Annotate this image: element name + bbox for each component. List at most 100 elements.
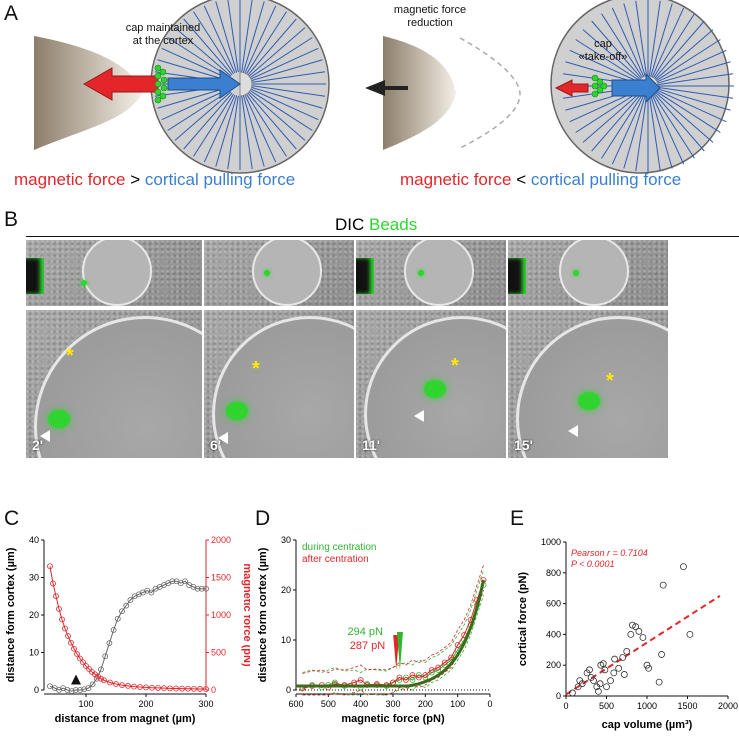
bead-cap: [226, 402, 248, 420]
x-tick-label: 500: [599, 701, 614, 711]
data-point: [50, 580, 56, 587]
magnet-force-arrow-right: [554, 79, 589, 97]
data-point: [62, 625, 68, 632]
data-point: [435, 664, 442, 671]
microtubule: [657, 61, 731, 84]
microtubule: [203, 5, 236, 74]
data-point: [86, 666, 92, 672]
caption-magnetic-reduction: magnetic force reduction: [393, 4, 467, 29]
microtubule: [648, 95, 661, 172]
magnet-beads-cluster: [508, 258, 526, 294]
dic-zoom-frame: * 11': [356, 310, 506, 458]
data-point: [148, 589, 155, 596]
dic-zoom-frame: * 2': [26, 310, 202, 458]
x-tick-label: 200: [418, 699, 433, 709]
microtubule: [244, 5, 277, 74]
microtubule: [246, 11, 287, 75]
data-point: [179, 685, 185, 692]
x-tick-label: 1000: [637, 701, 657, 711]
fit-curve: [296, 579, 485, 688]
egg-cell-small: [404, 240, 474, 306]
data-point: [72, 687, 79, 693]
reduction-arrow: [365, 80, 408, 96]
data-point: [639, 634, 647, 641]
data-point: [56, 606, 62, 612]
microtubule: [227, 95, 239, 170]
data-point: [102, 653, 109, 660]
force-comparison-left: magnetic force > cortical pulling force: [14, 170, 296, 189]
microtubule: [601, 13, 644, 78]
time-label: 6': [210, 437, 222, 453]
centrosome-star: *: [66, 345, 74, 367]
data-point: [98, 666, 104, 673]
microtubule: [650, 95, 673, 169]
data-point: [569, 689, 576, 697]
arrowhead-marker: [40, 430, 50, 442]
microtubule: [251, 86, 323, 109]
series-line: [49, 566, 207, 690]
centrosome-star: *: [606, 370, 614, 392]
microtubule: [183, 18, 233, 76]
data-point: [107, 679, 113, 686]
data-point: [167, 685, 173, 692]
x-axis-label: cap volume (µm³): [602, 719, 693, 731]
y-tick-label: 600: [546, 599, 561, 609]
data-point: [632, 623, 640, 631]
magnet-beads-cluster: [356, 258, 374, 294]
series-line: [49, 580, 206, 692]
y-axis-label: distance form cortex (µm): [257, 547, 269, 682]
data-point: [101, 677, 107, 684]
microtubule: [242, 1, 265, 73]
panel-b-rule: [26, 236, 739, 237]
data-point: [53, 593, 59, 600]
microtubule: [635, 0, 648, 77]
bead-cap: [578, 392, 600, 410]
x-tick-label: 400: [353, 699, 368, 709]
data-point: [59, 616, 65, 623]
panel-label-d: D: [255, 507, 271, 530]
data-point: [98, 675, 104, 682]
dic-zoom-frame: * 15': [508, 310, 668, 458]
y-tick-label: 800: [546, 568, 561, 578]
egg-cell-small: [559, 240, 630, 306]
microtubule: [657, 86, 734, 99]
microtubule: [652, 13, 695, 78]
data-point: [137, 684, 143, 690]
data-point: [185, 685, 191, 692]
panel-label-a: A: [4, 2, 19, 25]
y-tick-label: 30: [29, 573, 39, 583]
data-point: [620, 671, 628, 678]
data-point: [123, 602, 130, 609]
data-point: [586, 666, 593, 674]
microtubule: [655, 92, 714, 143]
data-point: [194, 585, 201, 592]
legend-entry: during centration: [302, 542, 377, 553]
microtubule: [635, 95, 648, 172]
caption-cap-maintained: cap maintained at the cortex: [125, 22, 201, 47]
data-point: [85, 685, 92, 692]
microtubule: [227, 0, 239, 73]
bead-spot: [418, 270, 424, 276]
microtubule: [575, 39, 640, 82]
data-point: [173, 685, 179, 692]
y-tick-label: 1000: [541, 537, 561, 547]
y-tick-label: 400: [546, 629, 561, 639]
data-point: [615, 664, 623, 672]
data-point: [680, 563, 687, 571]
panel-b-header: DIC Beads: [335, 215, 418, 234]
data-point: [131, 683, 137, 690]
arrowhead-marker: [414, 410, 424, 422]
magnet-dashed-outline: [459, 37, 521, 149]
dic-overview-frame: [26, 240, 202, 306]
bead-spot: [573, 270, 579, 276]
centrosome-star: *: [451, 355, 459, 377]
caption-cap-takeoff: cap «take-off»: [578, 38, 628, 63]
time-label: 2': [32, 437, 44, 453]
data-point: [454, 642, 461, 648]
y2-tick-label: 2000: [211, 535, 231, 545]
data-point: [119, 682, 125, 689]
data-point: [595, 687, 602, 695]
dic-overview-frame: [356, 240, 506, 306]
bead-cap: [424, 380, 446, 398]
